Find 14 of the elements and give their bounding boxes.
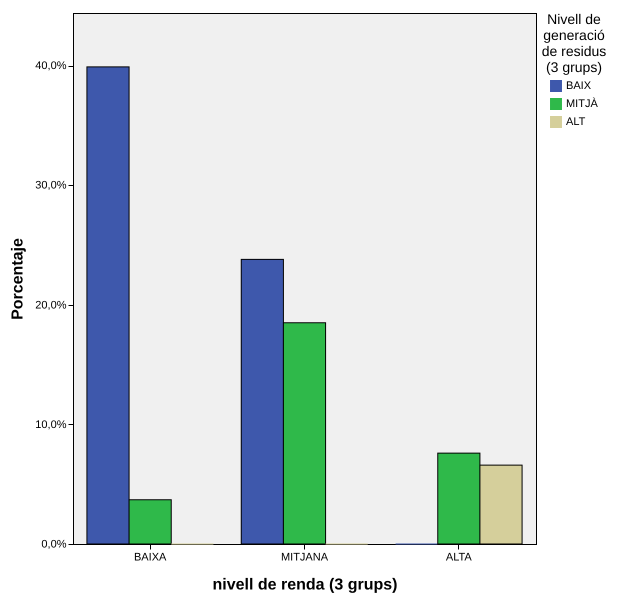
y-tick-label: 10,0%	[35, 418, 67, 431]
legend-title: Nivell de generació de residus (3 grups)	[542, 11, 606, 75]
legend-label: MITJÀ	[566, 97, 598, 110]
y-tick-label: 30,0%	[35, 180, 67, 192]
y-tick-label: 40,0%	[35, 60, 67, 72]
x-tick-label: ALTA	[446, 552, 472, 564]
x-tick-label: MITJANA	[280, 552, 329, 564]
y-axis-title: Porcentaje	[9, 238, 26, 320]
y-tick-label: 20,0%	[35, 299, 67, 312]
legend-label: BAIX	[566, 80, 592, 92]
y-tick-label: 0,0%	[41, 538, 67, 550]
legend-label: ALT	[566, 116, 586, 128]
x-tick-label: BAIXA	[134, 552, 168, 564]
x-axis-title: nivell de renda (3 grups)	[212, 576, 398, 594]
